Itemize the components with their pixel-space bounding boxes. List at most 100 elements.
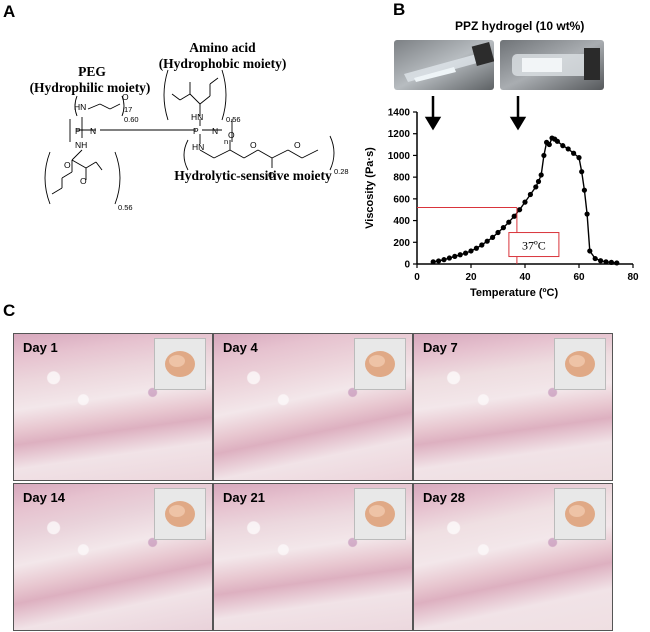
hydrolytic-label: Hydrolytic-sensitive moiety [174, 168, 332, 183]
day-label: Day 21 [223, 490, 265, 505]
data-point [533, 184, 539, 190]
svg-text:HN: HN [192, 142, 204, 152]
hydrogel-explant-photo [354, 488, 406, 540]
data-point [473, 245, 479, 251]
ester-fraction-subscript: 0.56 [118, 203, 133, 212]
histology-panel: Day 21 [213, 483, 413, 631]
data-point [457, 252, 463, 258]
data-point [565, 146, 571, 152]
histology-panel: Day 14 [13, 483, 213, 631]
y-tick-label: 800 [393, 173, 410, 184]
hydrogel-explant-photo [354, 338, 406, 390]
data-point [608, 259, 615, 265]
x-axis-label: Temperature (ºC) [470, 287, 559, 299]
x-tick-label: 40 [519, 272, 531, 283]
data-point [522, 199, 528, 205]
chemical-structure: PEG (Hydrophilic moiety) Amino acid (Hyd… [0, 20, 385, 280]
data-point [436, 258, 442, 264]
data-point [538, 172, 544, 178]
gel-state-photo [500, 40, 604, 90]
amino-acid-title: Amino acid [189, 40, 256, 55]
transition-arrows [424, 96, 527, 131]
day-label: Day 1 [23, 340, 58, 355]
data-point [511, 213, 517, 219]
svg-text:O: O [250, 140, 257, 150]
data-point [479, 242, 485, 248]
data-point [506, 219, 512, 225]
data-point [490, 234, 496, 240]
svg-text:HN: HN [191, 112, 203, 122]
svg-text:N: N [90, 126, 96, 136]
aa-fraction-subscript: 0.56 [226, 115, 241, 124]
data-point [446, 255, 452, 261]
svg-text:O: O [294, 140, 301, 150]
svg-text:O: O [268, 170, 275, 180]
data-point [571, 150, 577, 156]
y-tick-label: 1400 [388, 108, 411, 119]
data-point [535, 178, 542, 185]
svg-text:O: O [122, 92, 129, 102]
data-point [484, 238, 490, 244]
data-point [584, 211, 590, 217]
day-label: Day 28 [423, 490, 465, 505]
svg-text:NH: NH [75, 140, 87, 150]
hydrogel-explant-photo [554, 488, 606, 540]
peg-title: PEG [78, 64, 106, 79]
annotation-label: 37ºC [522, 239, 546, 253]
data-point [495, 229, 501, 236]
data-point [500, 225, 506, 231]
data-point [576, 155, 582, 161]
data-point [579, 169, 585, 175]
y-tick-label: 0 [404, 260, 410, 271]
hydrogel-title: PPZ hydrogel (10 wt%) [455, 19, 585, 33]
svg-text:HN: HN [74, 102, 86, 112]
histology-panel: Day 28 [413, 483, 613, 631]
data-point [517, 207, 523, 213]
data-point [463, 250, 469, 256]
annotation-box [508, 232, 560, 258]
data-point [587, 248, 593, 254]
y-tick-label: 1200 [388, 129, 411, 140]
data-point [554, 138, 561, 144]
panel-label-c: C [3, 301, 16, 320]
svg-text:P: P [193, 126, 199, 136]
data-point [441, 257, 447, 263]
svg-text:P: P [75, 126, 81, 136]
svg-text:O: O [64, 160, 71, 170]
hydrogel-explant-photo [154, 488, 206, 540]
data-point [468, 248, 474, 254]
svg-text:O: O [80, 176, 87, 186]
x-tick-label: 60 [573, 272, 585, 283]
y-tick-label: 600 [393, 194, 410, 205]
polymer-n-subscript: n [224, 137, 228, 146]
data-point [560, 143, 566, 149]
data-point [592, 255, 598, 262]
day-label: Day 4 [223, 340, 258, 355]
data-point [546, 141, 552, 148]
data-point [581, 187, 588, 193]
data-point [598, 258, 604, 264]
histology-panel: Day 4 [213, 333, 413, 481]
amino-acid-subtitle: (Hydrophobic moiety) [158, 56, 287, 71]
hydrogel-explant-photo [154, 338, 206, 390]
x-tick-label: 0 [414, 272, 420, 283]
peg-fraction-subscript: 0.60 [124, 115, 139, 124]
svg-text:N: N [212, 126, 218, 136]
data-point [430, 259, 436, 265]
y-axis-label: Viscosity (Pa·s) [364, 147, 376, 229]
histology-panel: Day 7 [413, 333, 613, 481]
peg-subtitle: (Hydrophilic moiety) [29, 80, 151, 95]
data-point [452, 253, 458, 259]
y-tick-label: 200 [393, 238, 410, 249]
data-point [527, 191, 534, 198]
day-label: Day 7 [423, 340, 458, 355]
svg-text:O: O [228, 130, 235, 140]
hydrolytic-fraction-subscript: 0.28 [334, 167, 349, 176]
data-point [603, 259, 609, 265]
peg-repeat-subscript: 17 [124, 105, 132, 114]
x-tick-label: 80 [627, 272, 639, 283]
panel-label-b: B [393, 0, 406, 19]
histology-panel: Day 1 [13, 333, 213, 481]
y-tick-label: 1000 [388, 151, 411, 162]
